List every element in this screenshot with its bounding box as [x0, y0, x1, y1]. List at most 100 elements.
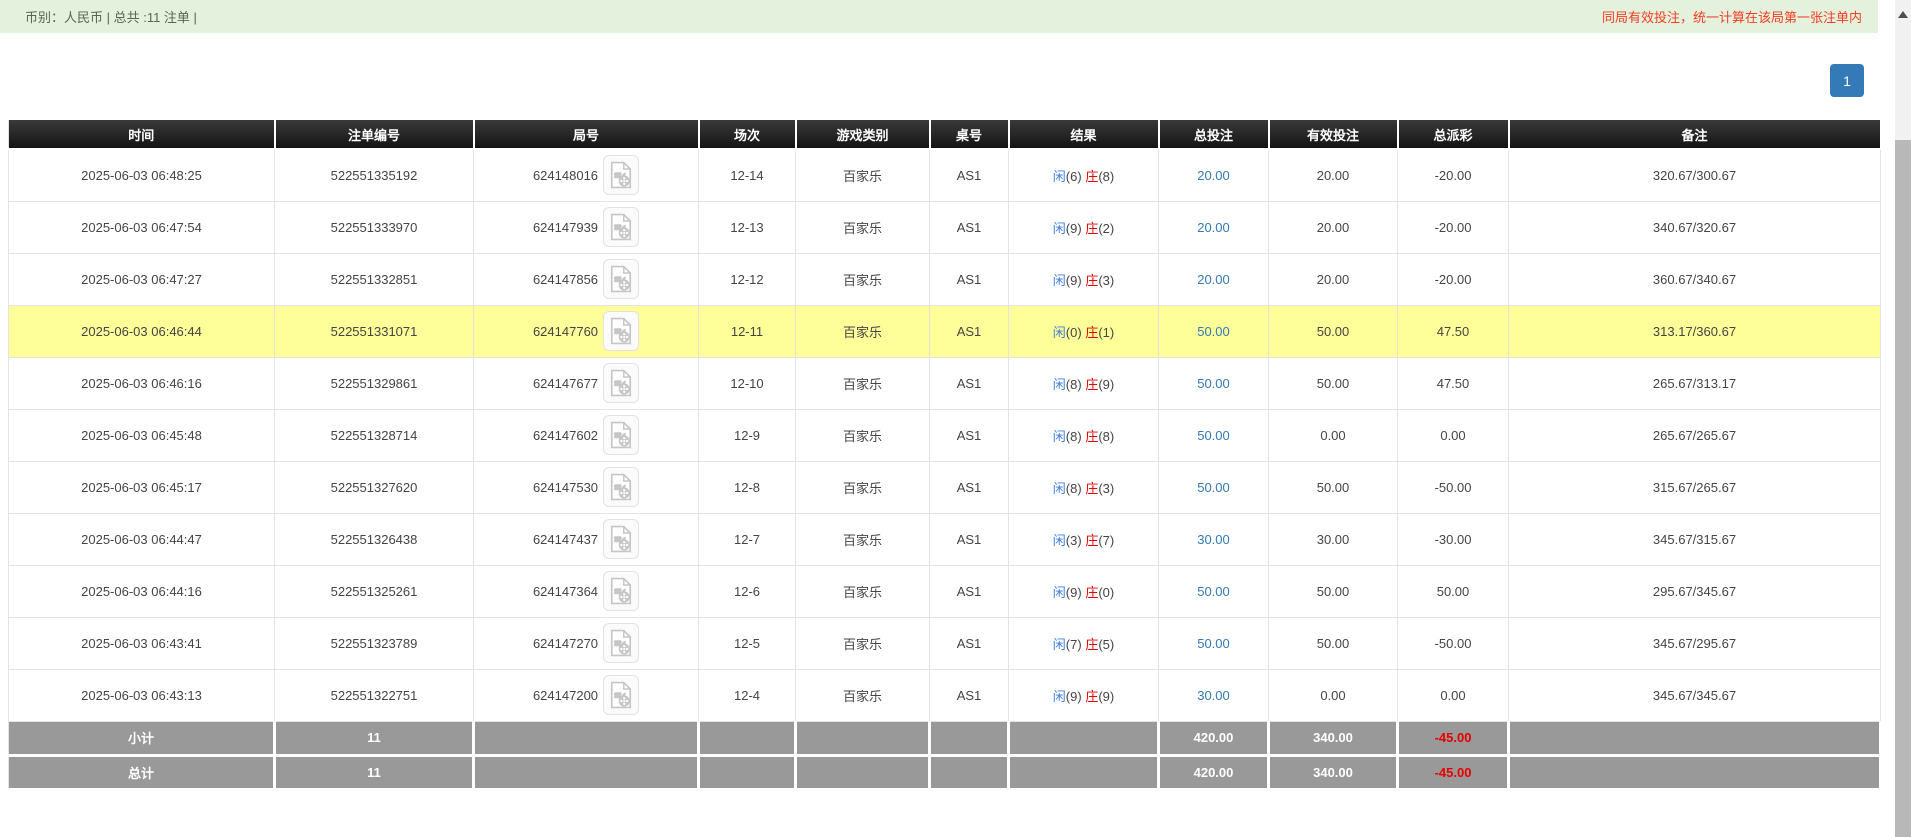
banker-label: 庄 — [1085, 480, 1099, 496]
cell-remark: 320.67/300.67 — [1508, 149, 1881, 202]
cell-game-type: 百家乐 — [795, 513, 930, 566]
video-replay-icon[interactable] — [603, 467, 640, 507]
cell-session: 12-11 — [698, 305, 796, 358]
video-replay-icon[interactable] — [603, 207, 640, 247]
grand-total-payout: -45.00 — [1397, 755, 1510, 791]
player-points: (7) — [1065, 636, 1082, 652]
cell-bet-id: 522551333970 — [274, 201, 474, 254]
cell-game-type: 百家乐 — [795, 409, 930, 462]
total-bet-link[interactable]: 20.00 — [1197, 271, 1230, 287]
cell-time: 2025-06-03 06:44:16 — [8, 565, 275, 618]
scrollbar-thumb[interactable] — [1895, 140, 1911, 837]
cell-remark: 265.67/265.67 — [1508, 409, 1881, 462]
cell-bet-id: 522551329861 — [274, 357, 474, 410]
cell-total-bet: 20.00 — [1158, 253, 1269, 306]
cell-time: 2025-06-03 06:43:13 — [8, 669, 275, 722]
banker-label: 庄 — [1085, 272, 1099, 288]
total-bet-link[interactable]: 20.00 — [1197, 219, 1230, 235]
cell-valid-bet: 30.00 — [1268, 513, 1398, 566]
cell-session: 12-13 — [698, 201, 796, 254]
banker-points: (0) — [1098, 584, 1115, 600]
cell-result: 闲(0) 庄(1) — [1008, 305, 1159, 358]
video-replay-icon[interactable] — [603, 259, 640, 299]
player-label: 闲 — [1052, 324, 1066, 340]
round-id-text: 624147530 — [532, 479, 599, 495]
video-replay-icon[interactable] — [603, 311, 640, 351]
total-bet-link[interactable]: 50.00 — [1197, 427, 1230, 443]
total-bet-link[interactable]: 50.00 — [1197, 583, 1230, 599]
video-replay-icon[interactable] — [603, 363, 640, 403]
banker-label: 庄 — [1085, 376, 1099, 392]
total-bet-link[interactable]: 30.00 — [1197, 531, 1230, 547]
table-row: 2025-06-03 06:43:41 522551323789 6241472… — [8, 617, 1881, 670]
cell-session: 12-5 — [698, 617, 796, 670]
cell-total-bet: 20.00 — [1158, 201, 1269, 254]
cell-payout: -20.00 — [1397, 253, 1509, 306]
page-1-button[interactable]: 1 — [1830, 64, 1864, 97]
cell-valid-bet: 20.00 — [1268, 201, 1398, 254]
player-label: 闲 — [1052, 584, 1066, 600]
cell-round-id: 624147677 — [473, 357, 699, 410]
cell-payout: 0.00 — [1397, 409, 1509, 462]
cell-round-id: 624148016 — [473, 149, 699, 202]
col-header-table-no: 桌号 — [929, 120, 1010, 150]
cell-time: 2025-06-03 06:45:17 — [8, 461, 275, 514]
scroll-up-arrow-icon[interactable] — [1895, 6, 1911, 22]
cell-session: 12-9 — [698, 409, 796, 462]
cell-time: 2025-06-03 06:47:54 — [8, 201, 275, 254]
col-header-bet-id: 注单编号 — [274, 120, 475, 150]
round-id-text: 624147939 — [532, 219, 599, 235]
cell-game-type: 百家乐 — [795, 305, 930, 358]
cell-bet-id: 522551327620 — [274, 461, 474, 514]
cell-table-no: AS1 — [929, 201, 1009, 254]
cell-session: 12-7 — [698, 513, 796, 566]
player-label: 闲 — [1052, 168, 1066, 184]
round-id-text: 624147270 — [532, 635, 599, 651]
cell-total-bet: 20.00 — [1158, 149, 1269, 202]
table-row: 2025-06-03 06:47:54 522551333970 6241479… — [8, 201, 1881, 254]
video-replay-icon[interactable] — [603, 623, 640, 663]
video-replay-icon[interactable] — [603, 155, 640, 196]
cell-result: 闲(9) 庄(3) — [1008, 253, 1159, 306]
subtotal-valid-bet: 340.00 — [1268, 721, 1399, 757]
cell-valid-bet: 20.00 — [1268, 253, 1398, 306]
banker-points: (2) — [1098, 220, 1115, 236]
total-bet-link[interactable]: 50.00 — [1197, 635, 1230, 651]
total-bet-link[interactable]: 50.00 — [1197, 323, 1230, 339]
total-bet-link[interactable]: 50.00 — [1197, 479, 1230, 495]
subtotal-total-bet: 420.00 — [1158, 721, 1270, 757]
cell-table-no: AS1 — [929, 669, 1009, 722]
cell-result: 闲(8) 庄(8) — [1008, 409, 1159, 462]
total-bet-link[interactable]: 20.00 — [1197, 167, 1230, 183]
player-label: 闲 — [1052, 220, 1066, 236]
table-row: 2025-06-03 06:46:44 522551331071 6241477… — [8, 305, 1881, 358]
video-replay-icon[interactable] — [603, 519, 640, 559]
video-replay-icon[interactable] — [603, 571, 640, 611]
banker-points: (7) — [1098, 532, 1115, 548]
cell-total-bet: 50.00 — [1158, 461, 1269, 514]
banker-label: 庄 — [1085, 584, 1099, 600]
cell-game-type: 百家乐 — [795, 149, 930, 202]
total-bet-link[interactable]: 50.00 — [1197, 375, 1230, 391]
cell-session: 12-6 — [698, 565, 796, 618]
video-replay-icon[interactable] — [603, 415, 640, 455]
player-label: 闲 — [1052, 636, 1066, 652]
col-header-round-id: 局号 — [473, 120, 700, 150]
cell-valid-bet: 50.00 — [1268, 305, 1398, 358]
video-replay-icon[interactable] — [603, 675, 640, 715]
total-bet-link[interactable]: 30.00 — [1197, 687, 1230, 703]
cell-payout: -50.00 — [1397, 461, 1509, 514]
cell-total-bet: 50.00 — [1158, 305, 1269, 358]
vertical-scrollbar[interactable] — [1895, 0, 1911, 837]
round-id-text: 624148016 — [532, 167, 599, 183]
cell-game-type: 百家乐 — [795, 201, 930, 254]
player-points: (9) — [1065, 688, 1082, 704]
cell-table-no: AS1 — [929, 461, 1009, 514]
valid-bet-notice-text: 同局有效投注，统一计算在该局第一张注单内 — [1601, 10, 1862, 25]
cell-table-no: AS1 — [929, 565, 1009, 618]
table-row: 2025-06-03 06:46:16 522551329861 6241476… — [8, 357, 1881, 410]
summary-bar: 币别：人民币 | 总共 :11 注单 | 同局有效投注，统一计算在该局第一张注单… — [0, 0, 1878, 33]
banker-points: (8) — [1098, 168, 1115, 184]
player-label: 闲 — [1052, 376, 1066, 392]
grand-total-row: 总计 11 420.00 340.00 -45.00 — [8, 755, 1882, 791]
